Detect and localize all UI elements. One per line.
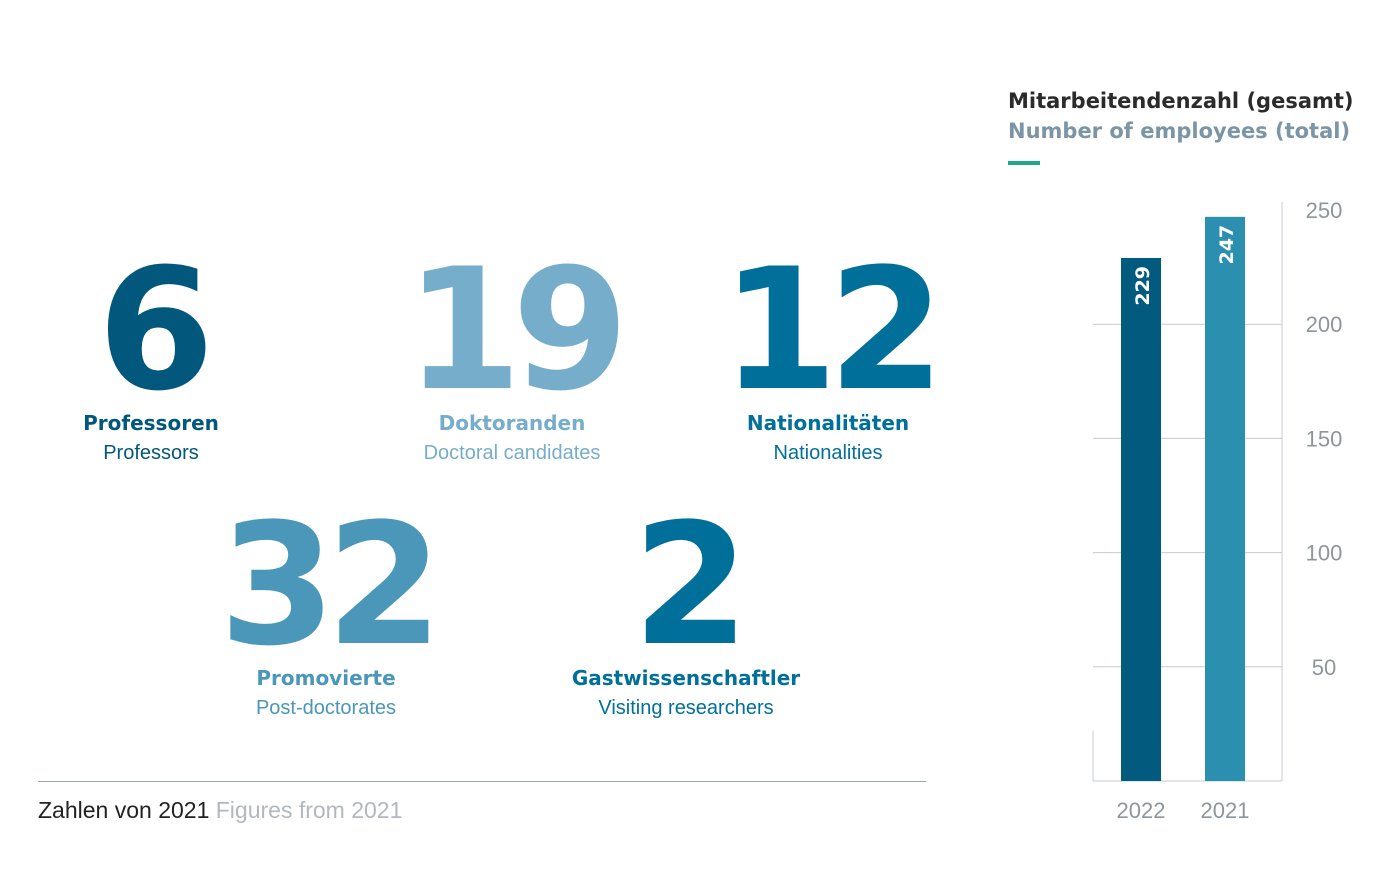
stat-label-de: Promovierte [256,666,396,690]
divider [38,781,926,782]
footnote-en: Figures from 2021 [215,797,403,823]
stat-professors: 6 Professoren Professors [0,232,316,465]
y-tick-label: 50 [1312,655,1336,680]
stat-label-de: Professoren [83,411,219,435]
stat-label-en: Professors [103,442,199,464]
stat-label-de: Gastwissenschaftler [571,666,801,690]
bar [1121,257,1161,781]
stat-label-en: Doctoral candidates [423,442,601,464]
stat-label-de: Nationalitäten [746,411,910,435]
footnote-de: Zahlen von 2021 [38,797,210,823]
chart-title-block: Mitarbeitendenzahl (gesamt) Number of em… [1008,86,1354,146]
x-tick-label: 2022 [1117,798,1166,823]
bar [1205,216,1245,782]
stat-label-de: Doktoranden [438,411,586,435]
stat-nationalities: 12 Nationalitäten Nationalities [663,232,993,465]
stat-value: 12 [721,232,945,428]
stat-value: 2 [632,487,750,683]
chart-subtitle: Number of employees (total) [1008,119,1351,143]
stat-post-doctorates: 32 Promovierte Post-doctorates [161,487,491,720]
stat-label-en: Visiting researchers [598,697,774,719]
footnote: Zahlen von 2021 Figures from 2021 [38,797,402,824]
stat-label-en: Post-doctorates [255,697,397,719]
stat-visiting-researchers: 2 Gastwissenschaftler Visiting researche… [521,487,851,720]
title-accent-bar [1008,161,1040,165]
y-tick-label: 250 [1306,198,1343,223]
stat-doctoral-candidates: 19 Doktoranden Doctoral candidates [347,232,677,465]
y-tick-label: 100 [1306,541,1343,566]
bar-value-label: 247 [1216,225,1238,265]
stat-label-en: Nationalities [773,442,883,464]
bar-value-label: 229 [1132,266,1154,306]
y-tick-label: 150 [1306,426,1343,451]
y-tick-label: 200 [1306,312,1343,337]
stat-value: 19 [405,232,629,428]
stat-value: 32 [219,487,443,683]
stat-value: 6 [97,232,215,428]
x-tick-label: 2021 [1201,798,1250,823]
chart-title: Mitarbeitendenzahl (gesamt) [1008,89,1354,113]
